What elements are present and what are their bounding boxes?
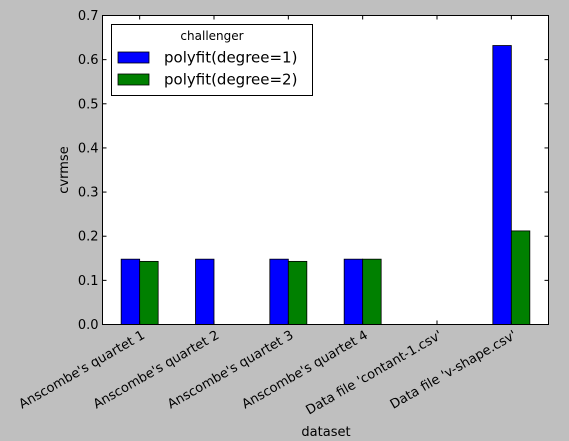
y-tick-label: 0.6 <box>78 53 99 68</box>
bar-2-4 <box>362 258 382 325</box>
bar-2-3 <box>287 260 308 325</box>
y-tick-label: 0.7 <box>78 9 99 24</box>
x-tick-label: Anscombe's quartet 3 <box>165 328 296 412</box>
y-tick-label: 0.3 <box>78 186 99 201</box>
legend-swatch-2 <box>117 73 150 86</box>
x-tick-label: Anscombe's quartet 4 <box>240 328 371 412</box>
bar-2-6 <box>510 230 531 325</box>
y-axis: 0.0 0.1 0.2 0.3 0.4 0.5 0.6 0.7 <box>78 9 549 333</box>
legend-label-2: polyfit(degree=2) <box>164 71 297 89</box>
legend-title: challenger <box>180 29 243 43</box>
legend-label-1: polyfit(degree=1) <box>164 49 297 67</box>
bar-1-4 <box>343 258 364 325</box>
bar-2-1 <box>139 260 159 325</box>
x-tick-label: Data file 'contant-1.csv' <box>304 328 445 418</box>
plot-frame <box>102 15 549 325</box>
x-axis-label: dataset <box>301 425 350 440</box>
bar-1-3 <box>269 258 289 325</box>
x-tick-label: Data file 'v-shape.csv' <box>388 328 520 413</box>
bar-1-1 <box>120 258 141 325</box>
bars-layer <box>120 45 531 325</box>
y-tick-label: 0.4 <box>78 141 99 156</box>
x-tick-label: Anscombe's quartet 2 <box>91 328 222 412</box>
bar-1-6 <box>492 45 512 325</box>
legend: challenger polyfit(degree=1) polyfit(degr… <box>111 24 313 96</box>
x-tick-label: Anscombe's quartet 1 <box>17 328 148 412</box>
y-tick-label: 0.0 <box>78 318 99 333</box>
y-tick-label: 0.2 <box>78 230 99 245</box>
y-tick-label: 0.1 <box>78 274 99 289</box>
y-tick-label: 0.5 <box>78 97 99 112</box>
bar-1-2 <box>195 258 215 325</box>
legend-swatch-1 <box>117 51 150 64</box>
y-axis-label: cvrmse <box>57 146 72 193</box>
